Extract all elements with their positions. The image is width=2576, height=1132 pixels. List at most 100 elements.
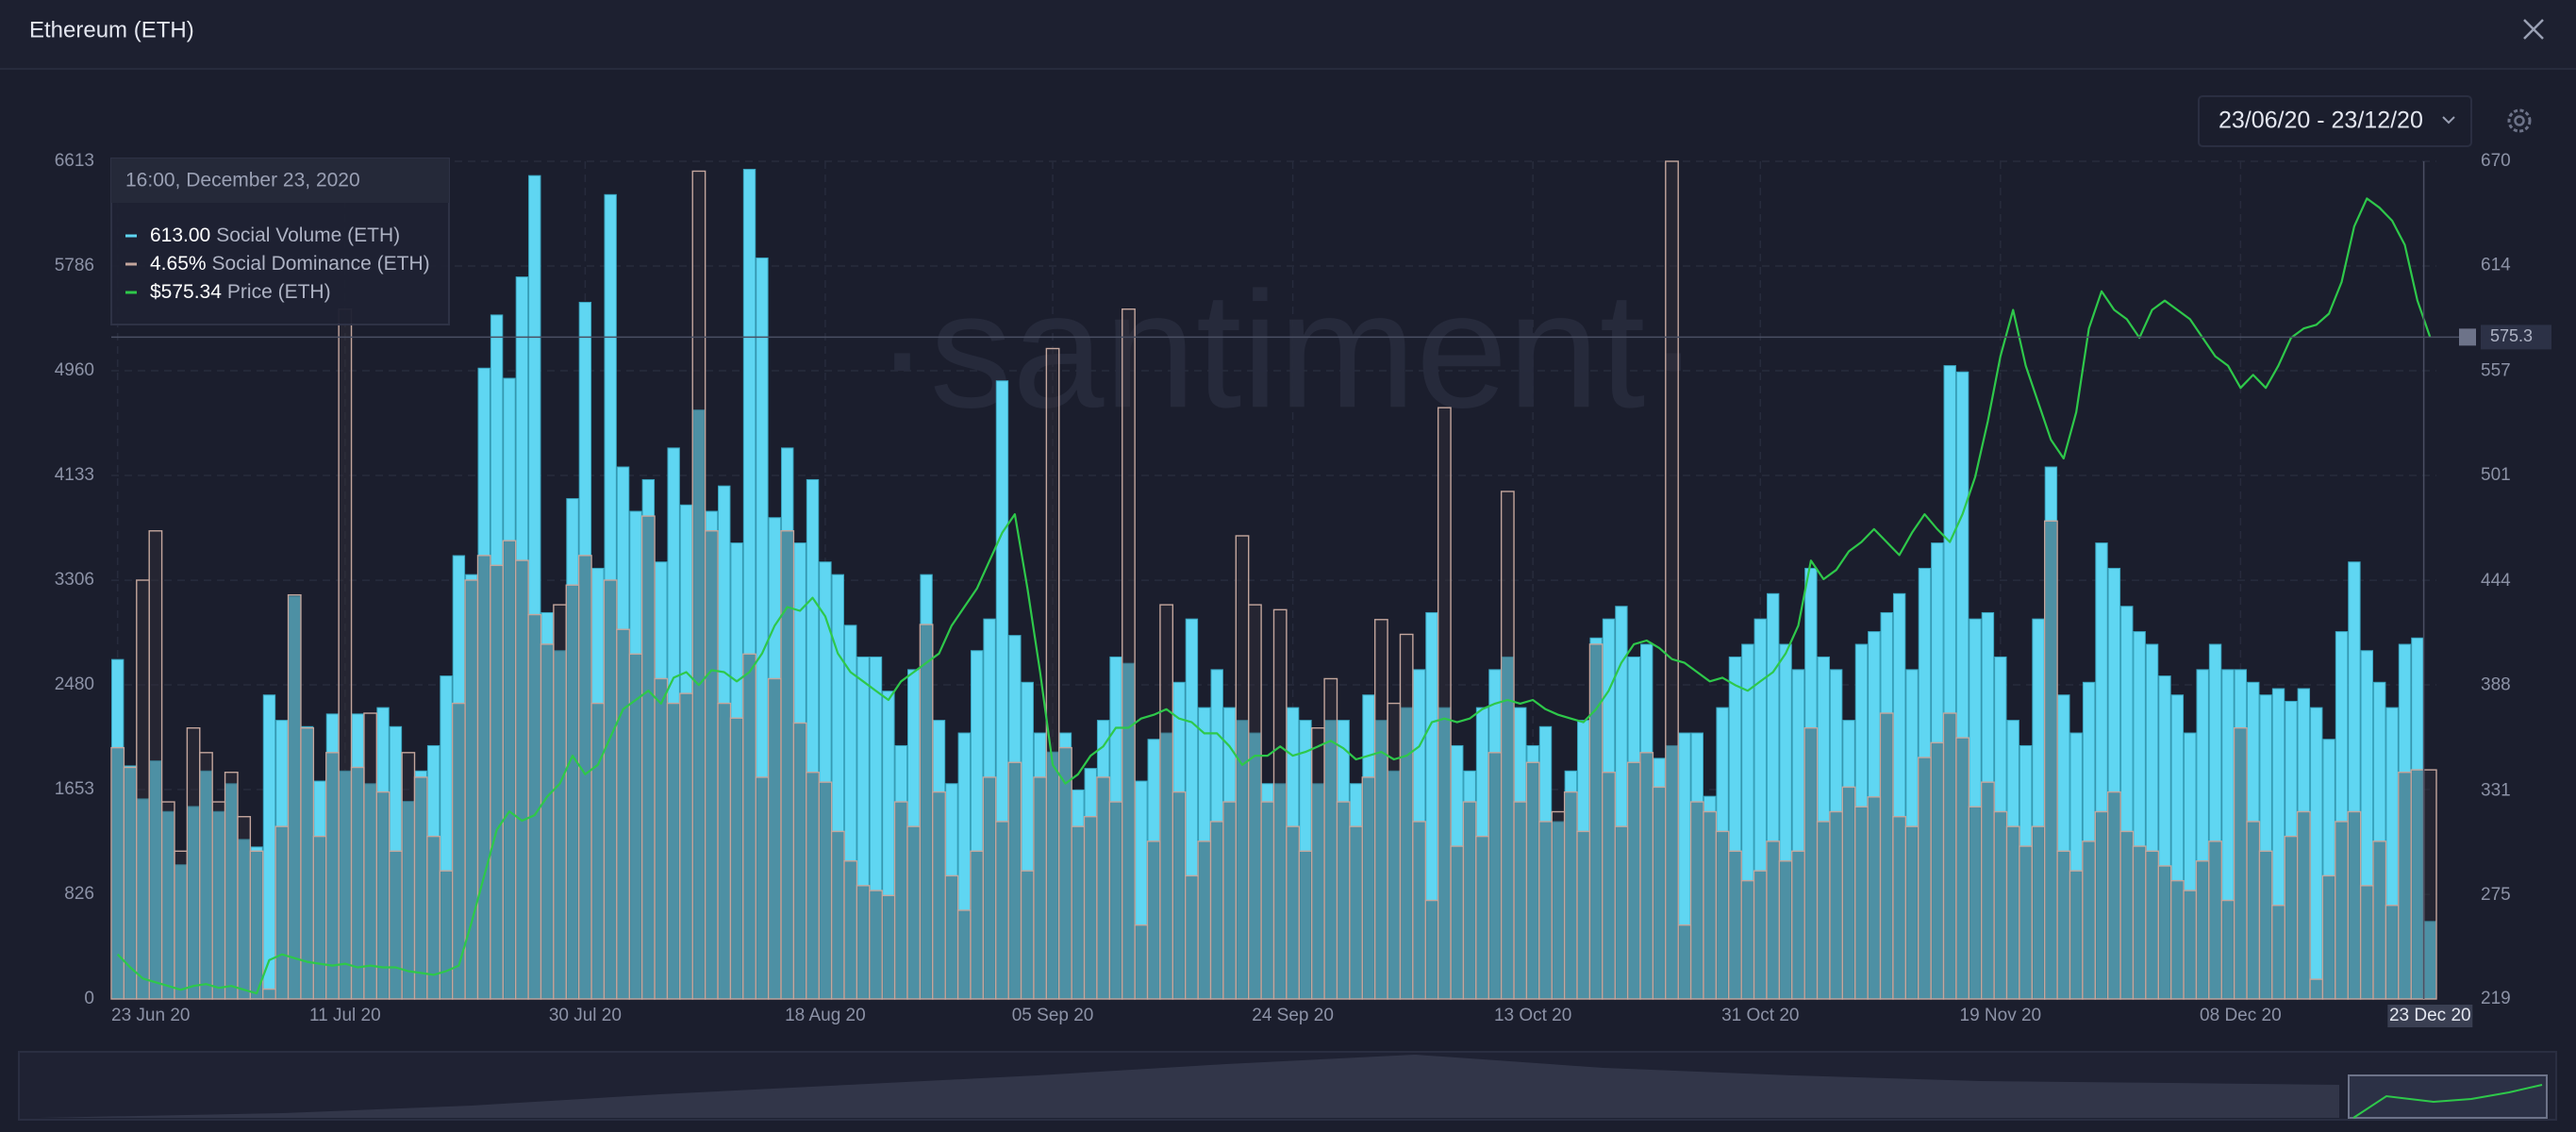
crosshair-plus	[2459, 328, 2476, 346]
dominance-bar	[401, 752, 416, 1000]
dominance-bar	[1373, 619, 1388, 1000]
dominance-bar	[2119, 830, 2135, 1000]
tooltip-series-name: Price (ETH)	[227, 281, 331, 303]
date-range-picker[interactable]: 23/06/20 - 23/12/20	[2198, 95, 2472, 147]
dominance-bar	[1058, 746, 1072, 1000]
dominance-bar	[767, 677, 782, 1000]
dominance-bar	[1349, 825, 1363, 1000]
dominance-bar	[2195, 860, 2210, 1000]
dominance-bar	[186, 727, 201, 1000]
dominance-bar	[1336, 801, 1351, 1000]
dominance-bar	[729, 717, 744, 1000]
dominance-bar	[577, 555, 592, 1000]
dominance-bar	[2372, 841, 2387, 1000]
dominance-bar	[1462, 801, 1477, 1000]
dominance-bar	[780, 530, 795, 1000]
y2-tick-label: 444	[2481, 571, 2511, 591]
dominance-bar	[995, 821, 1009, 1000]
dominance-bar	[1766, 841, 1781, 1000]
dominance-bar	[211, 801, 226, 1000]
dominance-bar	[2145, 850, 2159, 1000]
dominance-bar	[691, 170, 706, 1000]
dominance-bar	[2296, 810, 2311, 1000]
dominance-bar	[1424, 899, 1439, 1000]
dominance-bar	[514, 559, 529, 1000]
dominance-bar	[1045, 347, 1060, 1000]
y2-tick-label: 275	[2481, 885, 2511, 905]
dominance-bar	[970, 850, 985, 1000]
dominance-bar	[312, 835, 327, 1000]
dominance-bar	[2005, 825, 2020, 1000]
dominance-bar	[565, 584, 580, 1000]
x-tick-label: 05 Sep 20	[1012, 1006, 1094, 1025]
x-tick-label: 24 Sep 20	[1252, 1006, 1334, 1025]
dominance-bar	[1918, 757, 1932, 1000]
dominance-bar	[325, 752, 340, 1000]
tooltip-value: 613.00	[150, 225, 210, 246]
dominance-bar	[1172, 791, 1187, 1000]
x-tick-label: 30 Jul 20	[549, 1006, 622, 1025]
dominance-bar	[1791, 850, 1805, 1000]
x-tick-label: 08 Dec 20	[2200, 1006, 2282, 1025]
dominance-bar	[806, 772, 820, 1000]
dominance-bar	[2284, 835, 2299, 1000]
tooltip: 16:00, December 23, 2020 613.00 Social Vo…	[110, 158, 450, 325]
dominance-bar	[1513, 801, 1528, 1000]
dominance-bar	[476, 555, 491, 1000]
dominance-bar	[1450, 845, 1465, 1000]
dominance-bar	[160, 801, 175, 1000]
dominance-bar	[856, 885, 871, 1000]
dominance-bar	[893, 801, 908, 1000]
dominance-bar	[540, 643, 555, 1000]
dominance-bar	[1715, 830, 1730, 1000]
dominance-bar	[2258, 850, 2273, 1000]
dominance-bar	[1096, 776, 1111, 1000]
y-tick-label: 2480	[55, 674, 94, 694]
dominance-bar	[628, 653, 643, 1000]
dominance-bar	[2398, 772, 2412, 1000]
dominance-bar	[1020, 870, 1035, 1000]
crosshair-label: 575.3	[2490, 326, 2533, 345]
dominance-bar	[919, 624, 934, 1000]
tooltip-item: $575.34 Price (ETH)	[150, 281, 331, 303]
y-tick-label: 826	[64, 884, 94, 904]
dominance-bar	[1753, 870, 1768, 1000]
dominance-bar	[490, 564, 504, 1000]
dominance-bar	[2082, 841, 2096, 1000]
x-tick-label: 31 Oct 20	[1721, 1006, 1799, 1025]
dominance-bar	[300, 727, 315, 1000]
dominance-bar	[1222, 801, 1238, 1000]
dominance-bar	[1614, 825, 1629, 1000]
dominance-bar	[1310, 727, 1325, 1000]
y-tick-label: 3306	[55, 570, 94, 590]
dominance-bar	[1689, 801, 1704, 1000]
x-crosshair-label-bg	[2387, 1005, 2473, 1027]
close-button[interactable]	[2523, 19, 2544, 40]
date-range: 23/06/20 - 23/12/20	[2219, 108, 2423, 134]
y-tick-label: 1653	[55, 779, 94, 799]
y2-tick-label: 501	[2481, 465, 2511, 485]
x-tick-label: 19 Nov 20	[1960, 1006, 2042, 1025]
dominance-bar	[350, 766, 365, 1000]
dominance-bar	[1235, 535, 1250, 1000]
dominance-bar	[1816, 821, 1831, 1000]
dominance-bar	[1298, 850, 1313, 1000]
y-tick-label: 0	[84, 989, 94, 1008]
dominance-bar	[1209, 821, 1224, 1000]
dominance-bar	[1197, 841, 1212, 1000]
dominance-bar	[502, 540, 517, 1000]
navigator[interactable]	[18, 1051, 2557, 1121]
dominance-bar	[452, 702, 466, 1000]
dominance-bar	[287, 593, 302, 1000]
dominance-bar	[338, 308, 353, 1000]
dominance-bar	[704, 530, 719, 1000]
dominance-bar	[1626, 761, 1641, 1000]
dominance-bar	[2220, 899, 2235, 1000]
tooltip-title: 16:00, December 23, 2020	[125, 170, 360, 191]
y-tick-label: 4960	[55, 360, 94, 380]
dominance-bar	[1146, 841, 1161, 1000]
dominance-bar	[742, 653, 756, 1000]
settings-button[interactable]	[2507, 108, 2532, 133]
dominance-bar	[148, 530, 163, 1000]
